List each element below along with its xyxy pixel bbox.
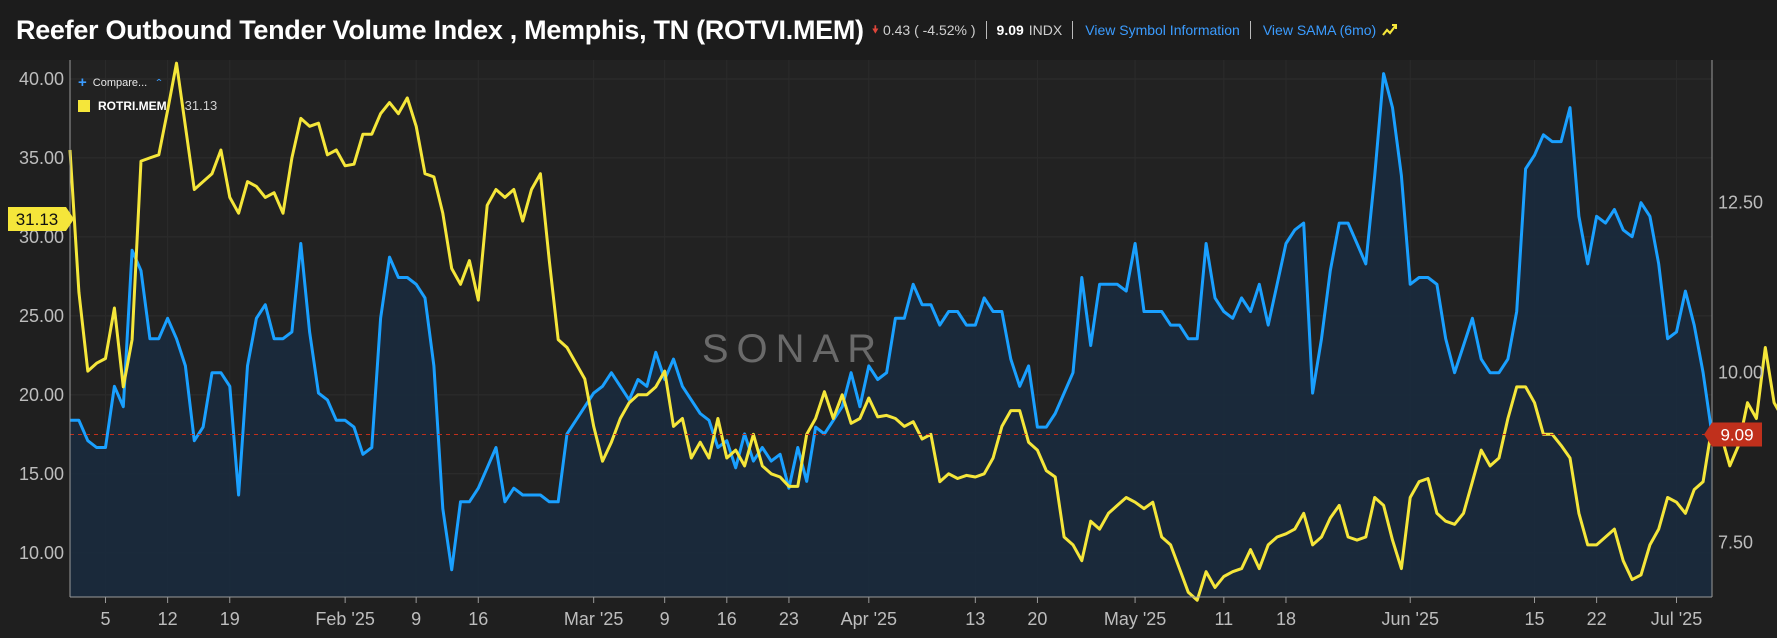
left-axis-tick-label: 15.00 xyxy=(19,464,64,484)
x-axis-tick-label: Feb '25 xyxy=(315,609,374,629)
divider xyxy=(1072,21,1074,39)
view-symbol-information-link[interactable]: View Symbol Information xyxy=(1085,22,1240,38)
legend-series-name: ROTRI.MEM xyxy=(98,98,167,113)
x-axis-tick-label: 13 xyxy=(965,609,985,629)
x-axis-tick-label: 16 xyxy=(717,609,737,629)
x-axis-tick-label: 15 xyxy=(1524,609,1544,629)
chevron-up-icon[interactable]: ⌃ xyxy=(154,78,164,88)
x-axis-tick-label: Jun '25 xyxy=(1381,609,1438,629)
right-tag-shape xyxy=(1704,422,1762,447)
left-axis-tick-label: 20.00 xyxy=(19,385,64,405)
x-axis-tick-label: May '25 xyxy=(1104,609,1166,629)
divider xyxy=(985,21,987,39)
right-axis-tick-label: 10.00 xyxy=(1718,363,1763,383)
compare-button[interactable]: + Compare... ⌃ xyxy=(78,74,217,91)
plus-icon: + xyxy=(78,74,87,91)
x-axis-tick-label: Apr '25 xyxy=(841,609,897,629)
x-axis-tick-label: 9 xyxy=(660,609,670,629)
right-axis-current-tag: 9.09 xyxy=(1704,422,1762,447)
view-sama-link[interactable]: View SAMA (6mo) xyxy=(1262,22,1377,38)
series-line-rotri.mem xyxy=(68,61,1777,602)
chart-title: Reefer Outbound Tender Volume Index , Me… xyxy=(16,14,864,45)
x-axis-tick-label: 12 xyxy=(158,609,178,629)
sama-chart-icon[interactable] xyxy=(1382,22,1398,38)
left-tag-text: 31.13 xyxy=(16,210,59,229)
left-axis-tick-label: 40.00 xyxy=(19,69,64,89)
x-axis-tick-label: 16 xyxy=(468,609,488,629)
x-axis-tick-label: Jul '25 xyxy=(1651,609,1702,629)
series-line-rotvi.mem xyxy=(70,72,1714,572)
x-axis-tick-label: 20 xyxy=(1027,609,1047,629)
left-axis-tick-label: 25.00 xyxy=(19,306,64,326)
legend-swatch xyxy=(78,99,90,112)
legend-series-value: 31.13 xyxy=(184,98,218,113)
down-arrow-icon: 🠟 xyxy=(871,23,879,36)
price-change-text: 0.43 ( -4.52% ) xyxy=(882,22,976,38)
x-axis-tick-label: 11 xyxy=(1214,609,1233,629)
divider xyxy=(1249,21,1251,39)
x-axis-tick-label: 18 xyxy=(1276,609,1296,629)
x-axis-tick-label: 23 xyxy=(779,609,799,629)
chart-plot[interactable]: SONAR 10.00 15.00 20.00 25.00 30.00 35.00 40.0… xyxy=(0,60,1777,638)
legend: + Compare... ⌃ ROTRI.MEM 31.13 xyxy=(78,74,217,113)
x-axis-tick-label: 5 xyxy=(100,609,110,629)
series-area-rotvi.mem xyxy=(70,73,1712,598)
left-axis-tick-label: 10.00 xyxy=(19,543,64,563)
left-axis-current-tag: 31.13 xyxy=(8,207,74,232)
legend-entry-rotri[interactable]: ROTRI.MEM 31.13 xyxy=(78,98,217,113)
x-axis-tick-label: 9 xyxy=(411,609,421,629)
x-axis-tick-label: Mar '25 xyxy=(564,609,623,629)
left-axis-tick-label: 30.00 xyxy=(19,227,64,247)
price-change: 🠟 0.43 ( -4.52% ) xyxy=(872,21,976,40)
right-axis-tick-label: 7.50 xyxy=(1718,533,1753,553)
left-tag-shape xyxy=(8,207,74,232)
right-axis-tick-label: 12.50 xyxy=(1718,193,1763,213)
left-axis-tick-label: 35.00 xyxy=(19,148,64,168)
unit-label: INDX xyxy=(1028,22,1063,38)
right-tag-text: 9.09 xyxy=(1720,426,1753,445)
chart-header: Reefer Outbound Tender Volume Index , Me… xyxy=(0,0,1777,60)
compare-label: Compare... xyxy=(92,76,148,89)
x-axis-tick-label: 19 xyxy=(220,609,240,629)
sonar-watermark: SONAR xyxy=(702,327,884,371)
last-value: 9.09 xyxy=(996,22,1024,38)
x-axis-tick-label: 22 xyxy=(1587,609,1607,629)
